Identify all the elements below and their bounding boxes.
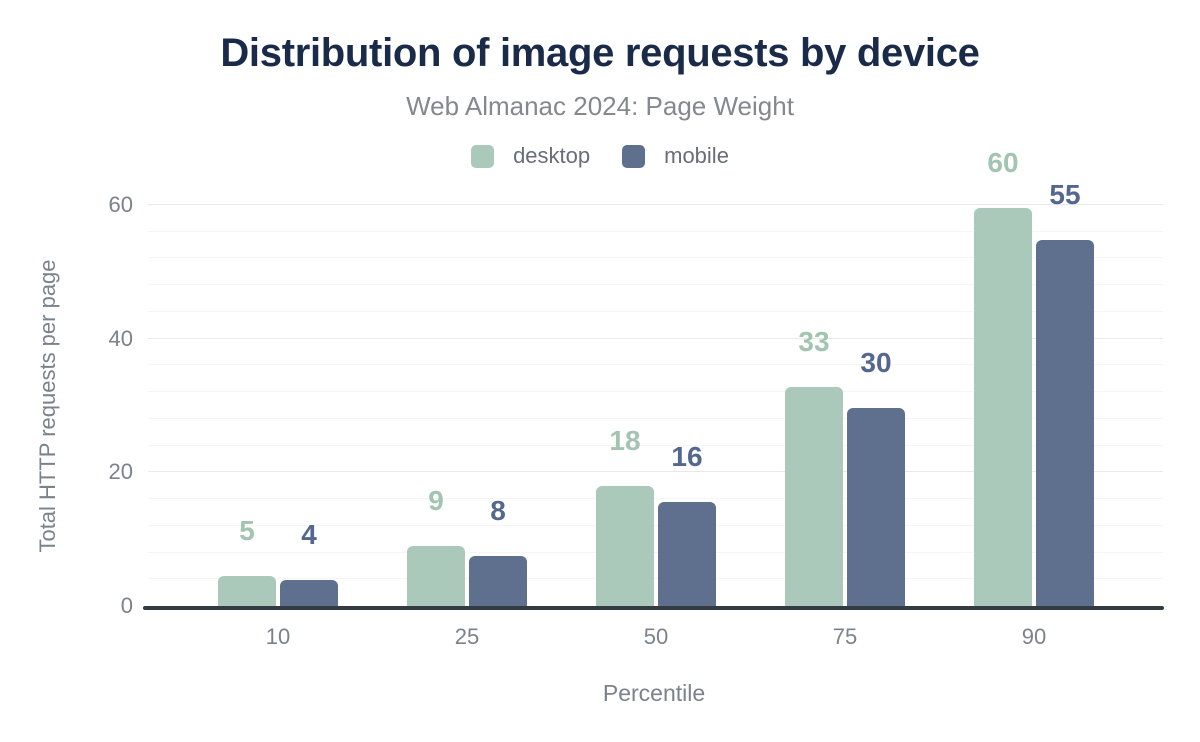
bar-value-label-mobile-p10: 4: [301, 518, 317, 550]
bar-value-label-desktop-p75: 33: [798, 326, 830, 358]
gridline-minor-4: [148, 578, 1163, 580]
y-tick-label-40: 40: [108, 325, 133, 351]
gridline-minor-12: [148, 524, 1163, 526]
y-tick-label-0: 0: [120, 593, 133, 618]
legend-swatch-desktop: [471, 144, 495, 168]
chart-subtitle: Web Almanac 2024: Page Weight: [406, 91, 794, 121]
bar-desktop-p25[interactable]: [407, 545, 465, 606]
x-axis-title: Percentile: [602, 680, 706, 706]
x-category-label-50: 50: [643, 624, 669, 649]
bar-desktop-p90[interactable]: [974, 208, 1032, 606]
x-axis-line: [143, 606, 1164, 610]
gridline-minor-32: [148, 391, 1163, 393]
bar-mobile-p90[interactable]: [1036, 239, 1094, 606]
gridline-minor-24: [148, 444, 1163, 446]
bar-value-label-desktop-p90: 60: [987, 147, 1019, 179]
bar-mobile-p10[interactable]: [280, 579, 338, 606]
plot-area: 0 20 40 60 5 4 9 8 18 16 33 30 60 55 10 25 50 75 90 Tota…: [35, 149, 1164, 706]
x-category-label-10: 10: [265, 624, 291, 649]
bar-value-label-mobile-p75: 30: [860, 346, 892, 378]
y-tick-label-60: 60: [108, 192, 133, 217]
y-axis-title: Total HTTP requests per page: [35, 258, 60, 553]
bar-value-label-mobile-p50: 16: [671, 441, 703, 473]
bar-desktop-p75[interactable]: [785, 387, 843, 606]
x-category-label-90: 90: [1021, 624, 1047, 649]
bar-desktop-p50[interactable]: [596, 486, 654, 606]
bar-value-label-mobile-p90: 55: [1049, 178, 1081, 210]
bar-mobile-p50[interactable]: [658, 502, 716, 606]
bar-value-label-desktop-p50: 18: [609, 425, 641, 457]
gridline-minor-56: [148, 230, 1163, 232]
gridline-minor-44: [148, 310, 1163, 312]
gridline-minor-52: [148, 257, 1163, 259]
gridline-minor-28: [148, 417, 1163, 419]
x-category-label-75: 75: [832, 624, 858, 649]
gridline-major-60: [148, 204, 1163, 205]
gridline-major-20: [148, 471, 1163, 473]
chart-title: Distribution of image requests by device: [220, 31, 980, 75]
y-tick-label-20: 20: [108, 459, 133, 485]
legend-item-desktop[interactable]: desktop: [471, 143, 590, 169]
bar-value-label-desktop-p25: 9: [428, 484, 444, 516]
gridline-minor-8: [148, 551, 1163, 553]
legend-label-desktop: desktop: [513, 143, 591, 168]
bar-value-label-mobile-p25: 8: [490, 494, 506, 526]
bar-value-label-desktop-p10: 5: [239, 514, 255, 546]
gridline-major-40: [148, 337, 1163, 339]
bar-desktop-p10[interactable]: [218, 575, 276, 606]
bar-mobile-p75[interactable]: [847, 407, 905, 606]
x-category-label-25: 25: [454, 624, 480, 649]
legend-swatch-mobile: [622, 144, 646, 168]
gridline-minor-48: [148, 284, 1163, 286]
legend-label-mobile: mobile: [664, 143, 729, 168]
gridline-minor-36: [148, 364, 1163, 366]
legend-item-mobile[interactable]: mobile: [622, 143, 729, 169]
legend: desktop mobile: [0, 143, 1200, 169]
bar-mobile-p25[interactable]: [469, 555, 527, 606]
gridline-minor-16: [148, 498, 1163, 500]
